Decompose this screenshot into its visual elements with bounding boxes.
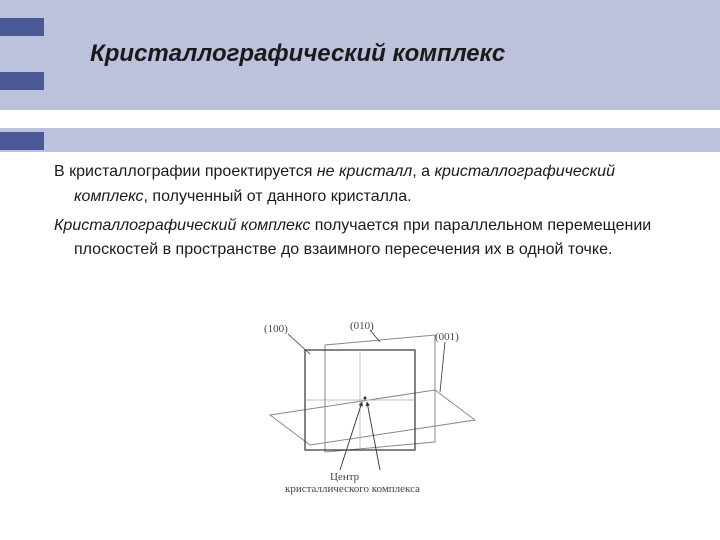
body-text: В кристаллографии проектируется не крист… (54, 160, 680, 267)
figure-svg: (100) (010) (001) Центр кристаллического… (230, 320, 500, 500)
paragraph-2: Кристаллографический комплекс получается… (54, 214, 680, 264)
paragraph-1: В кристаллографии проектируется не крист… (54, 160, 680, 210)
slide: Кристаллографический комплекс В кристалл… (0, 0, 720, 540)
plane-001 (270, 390, 475, 445)
center-point (364, 397, 367, 400)
label-010: (010) (350, 320, 374, 332)
subheader-band (0, 128, 720, 152)
p1-text-b: , а (412, 163, 434, 180)
p1-text-a: В кристаллографии проектируется (54, 163, 317, 180)
p1-text-c: , полученный от данного кристалла. (144, 188, 412, 205)
accent-bar-3 (0, 132, 44, 150)
slide-title: Кристаллографический комплекс (90, 40, 690, 68)
p2-italic: Кристаллографический комплекс (54, 217, 310, 234)
p1-italic-1: не кристалл (317, 163, 412, 180)
fig-caption-line1: Центр (330, 471, 360, 483)
accent-bar-1 (0, 18, 44, 36)
crystallographic-figure: (100) (010) (001) Центр кристаллического… (230, 320, 500, 500)
fig-caption-line2: кристаллического комплекса (285, 483, 420, 495)
label-001: (001) (435, 331, 459, 343)
label-100: (100) (264, 323, 288, 335)
accent-bar-2 (0, 72, 44, 90)
